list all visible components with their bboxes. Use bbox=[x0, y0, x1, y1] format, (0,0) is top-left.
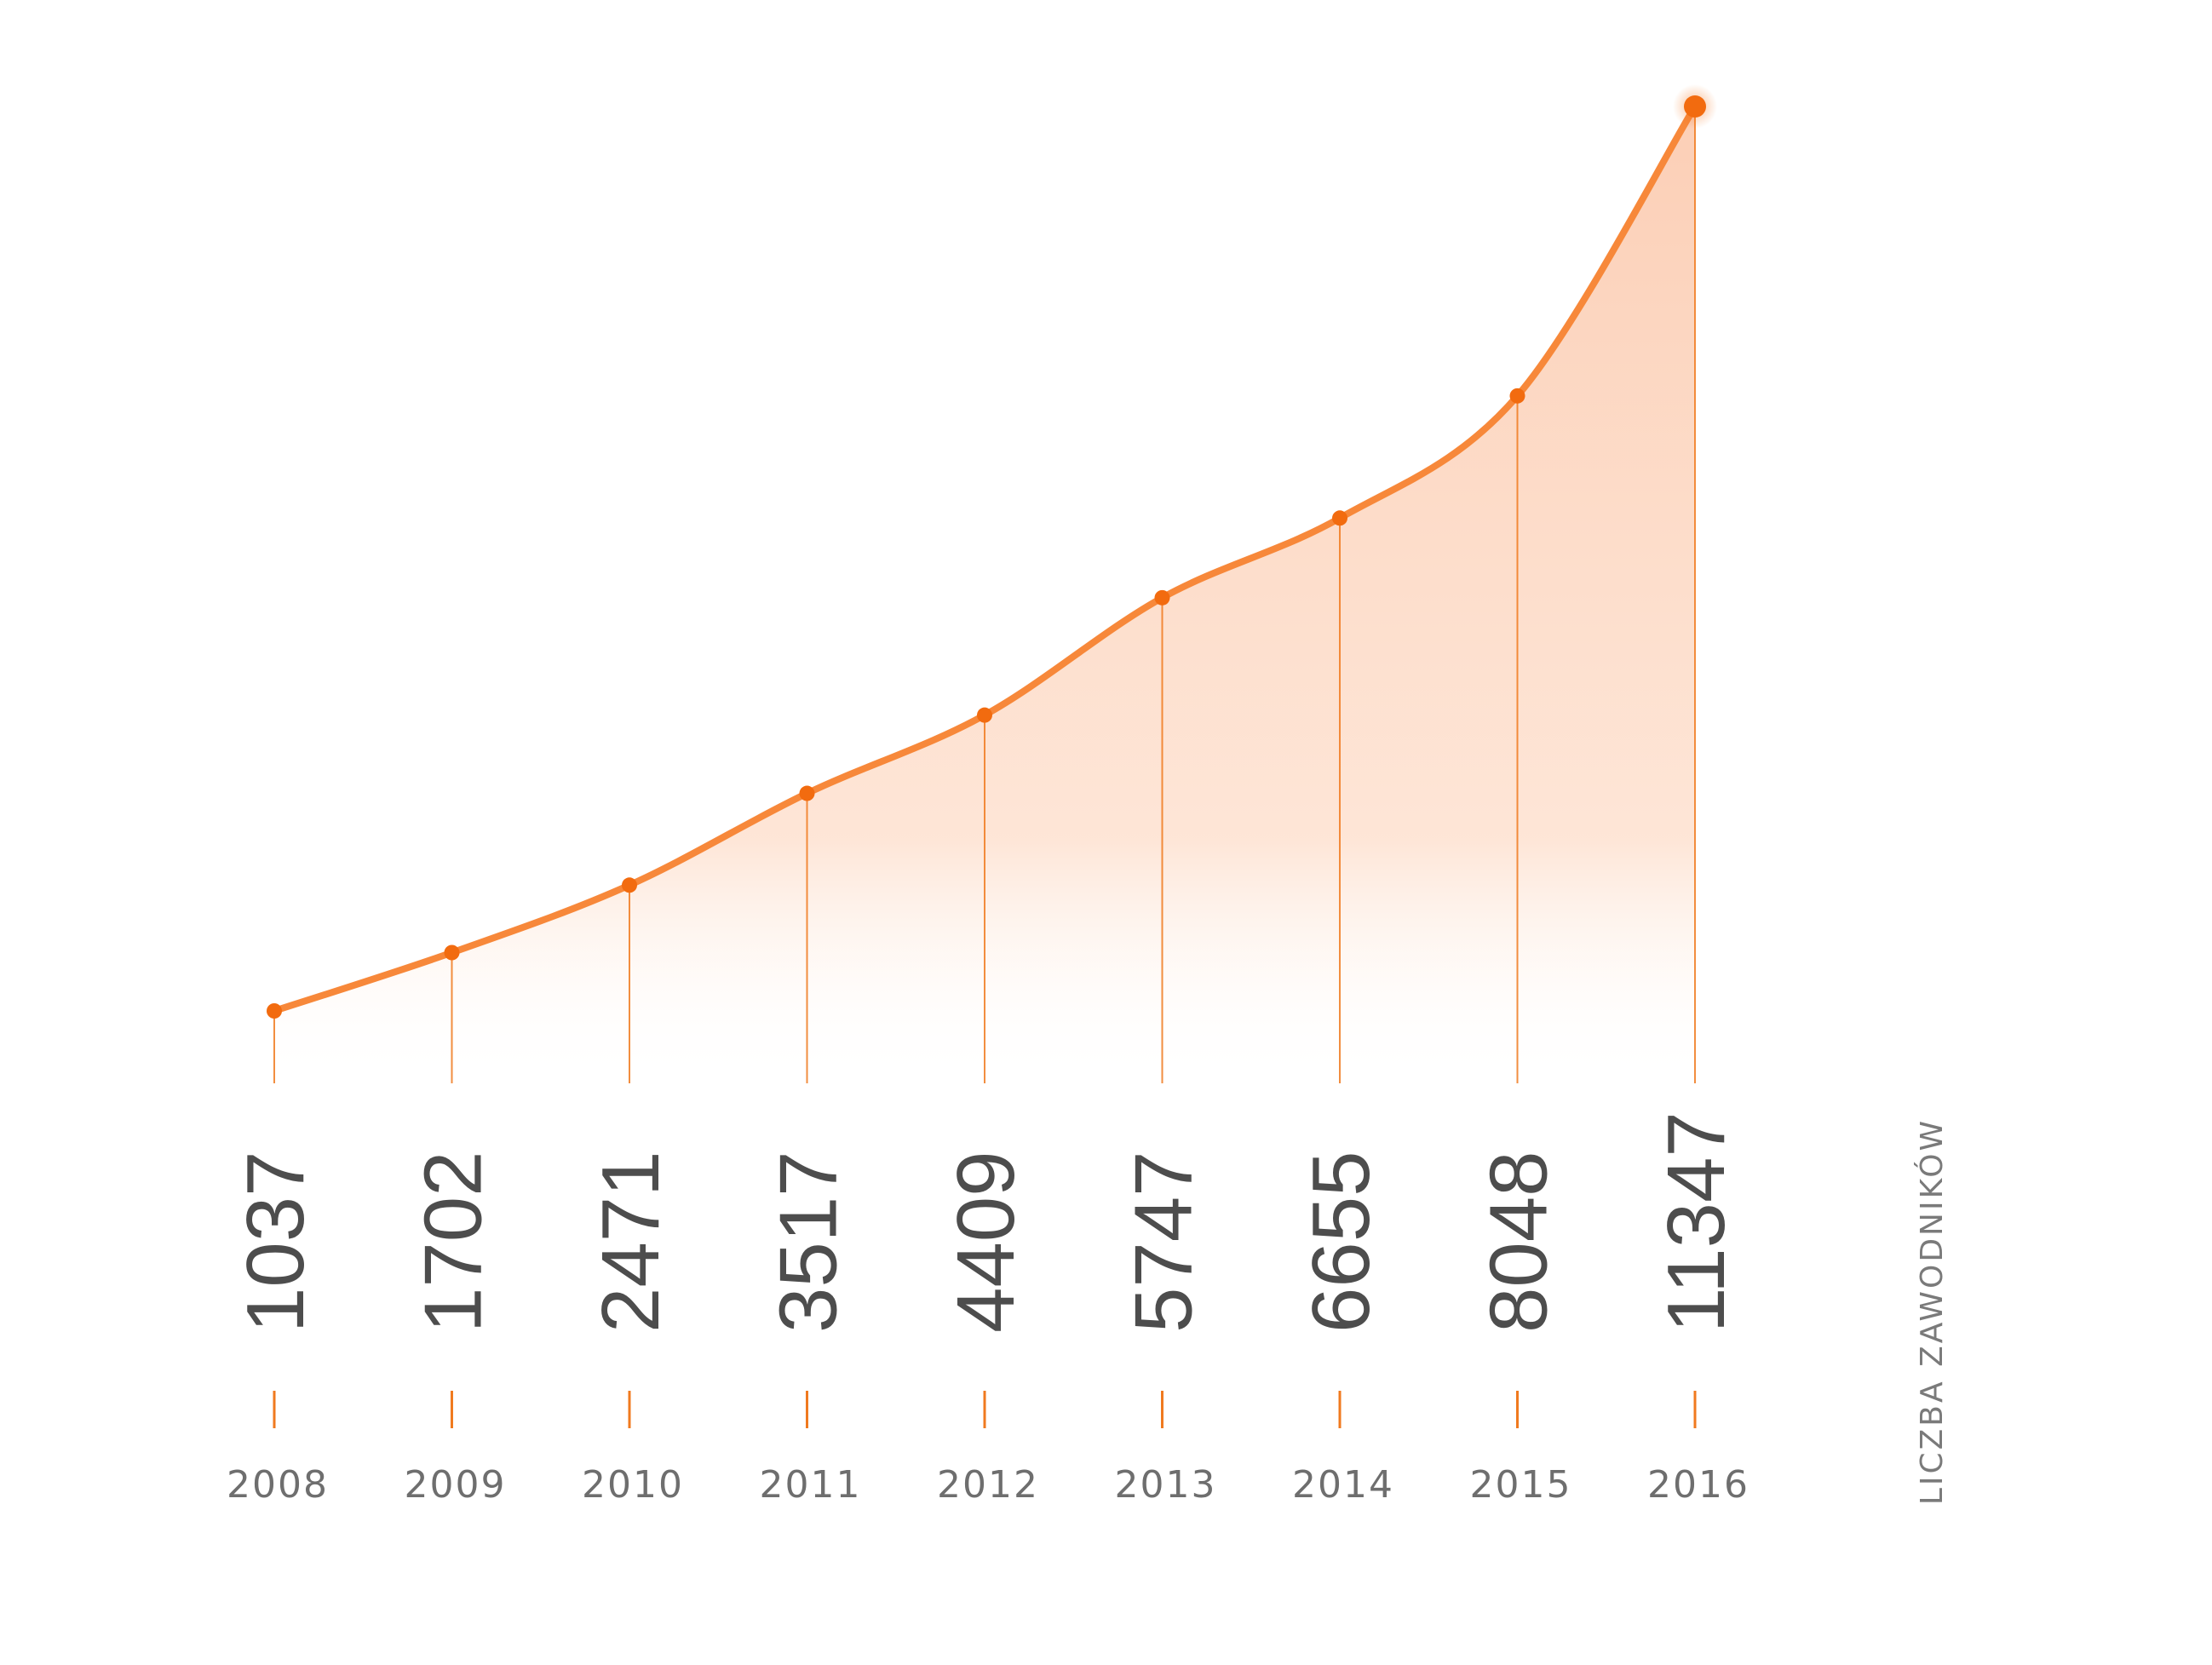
data-point bbox=[267, 1003, 282, 1019]
data-point bbox=[444, 944, 460, 961]
value-label: 1702 bbox=[408, 1151, 499, 1333]
x-tick-label: 2010 bbox=[582, 1463, 684, 1507]
x-tick-label: 2014 bbox=[1292, 1463, 1394, 1507]
data-point bbox=[1154, 589, 1170, 606]
x-tick-label: 2015 bbox=[1470, 1463, 1572, 1507]
value-label: 3517 bbox=[763, 1151, 854, 1333]
data-point bbox=[977, 707, 992, 723]
x-axis bbox=[136, 1391, 1844, 1428]
data-point bbox=[622, 877, 637, 893]
x-tick-label: 2011 bbox=[760, 1463, 862, 1507]
side-axis-label: LICZBA ZAWODNIKÓW bbox=[1914, 1118, 1950, 1505]
x-tick-label: 2013 bbox=[1115, 1463, 1217, 1507]
value-label: 8048 bbox=[1474, 1151, 1565, 1333]
value-label: 5747 bbox=[1118, 1151, 1209, 1333]
data-points-layer bbox=[267, 84, 1717, 1019]
series-line-layer bbox=[271, 103, 1698, 1014]
x-tick-labels-layer: 2008 2009 2010 2011 2012 2013 2014 2015 2016 bbox=[227, 1463, 1749, 1507]
value-label: 4409 bbox=[940, 1151, 1031, 1333]
series-line bbox=[271, 103, 1698, 1014]
value-label: 2471 bbox=[585, 1151, 676, 1333]
drop-lines-layer bbox=[273, 106, 1696, 1083]
data-point bbox=[799, 785, 815, 801]
x-tick-label: 2012 bbox=[937, 1463, 1039, 1507]
x-tick-label: 2008 bbox=[227, 1463, 329, 1507]
value-label: 11347 bbox=[1651, 1111, 1742, 1333]
value-label: 6655 bbox=[1296, 1151, 1387, 1333]
data-point bbox=[1332, 510, 1347, 526]
x-tick-label: 2009 bbox=[405, 1463, 507, 1507]
value-labels-layer: 1037 1702 2471 3517 4409 5747 6655 8048 11347 bbox=[230, 1111, 1742, 1333]
data-point bbox=[1509, 388, 1525, 404]
data-point bbox=[1684, 95, 1706, 118]
value-label: 1037 bbox=[230, 1151, 321, 1333]
x-tick-label: 2016 bbox=[1647, 1463, 1749, 1507]
